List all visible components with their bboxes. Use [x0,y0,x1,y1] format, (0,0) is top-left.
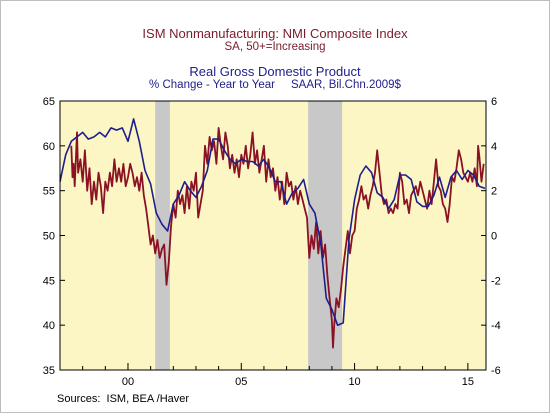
recession-band-1 [155,101,170,370]
x-tick-label: 00 [122,376,134,388]
left-tick-label: 60 [43,141,55,153]
left-tick-label: 45 [43,275,55,287]
left-tick-label: 40 [43,320,55,332]
ism-nmi-line [70,127,485,349]
right-tick-label: 0 [491,231,497,243]
left-series-subtitle: SA, 50+=Increasing [224,41,326,53]
plot-area [60,101,486,370]
left-series-title: ISM Nonmanufacturing: NMI Composite Inde… [142,26,408,41]
right-tick-label: -6 [491,365,501,377]
right-tick-label: -4 [491,320,501,332]
x-tick-label: 10 [348,376,360,388]
x-tick-label: 05 [235,376,247,388]
right-tick-label: -2 [491,275,501,287]
left-tick-label: 50 [43,231,55,243]
x-tick-label: 15 [462,376,474,388]
right-tick-label: 6 [491,96,497,108]
sources-note: Sources: ISM, BEA /Haver [57,393,190,405]
left-tick-label: 55 [43,186,55,198]
right-tick-label: 4 [491,141,497,153]
series-lines [59,118,486,349]
right-tick-label: 2 [491,186,497,198]
recession-band-2 [308,101,343,370]
real-gdp-line [59,118,486,326]
axis-ticks [59,100,486,371]
right-series-subtitle: % Change - Year to Year SAAR, Bil.Chn.20… [149,79,401,91]
axis-tick-labels: 35 40 45 50 55 60 65 -6 -4 -2 0 2 4 6 00 05 10 15 [43,96,501,388]
right-series-title: Real Gross Domestic Product [189,64,361,79]
left-tick-label: 65 [43,96,55,108]
recession-bands [155,101,343,370]
left-tick-label: 35 [43,365,55,377]
